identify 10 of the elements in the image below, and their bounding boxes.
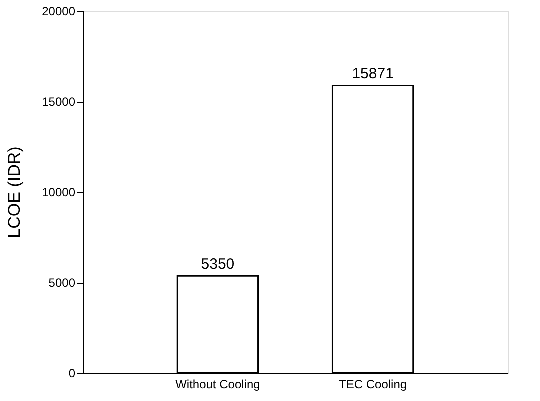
y-tick-label: 20000 — [42, 4, 76, 18]
y-tick-label: 0 — [68, 366, 76, 380]
y-axis-title: LCOE (IDR) — [5, 146, 24, 238]
x-tick-label: TEC Cooling — [339, 378, 408, 392]
y-tick-label: 15000 — [42, 95, 76, 109]
data-label: 5350 — [201, 256, 235, 274]
y-tick-label: 10000 — [42, 186, 76, 200]
y-tick-label: 5000 — [48, 276, 76, 290]
data-label: 15871 — [352, 66, 394, 83]
x-tick-label: Without Cooling — [176, 378, 260, 392]
